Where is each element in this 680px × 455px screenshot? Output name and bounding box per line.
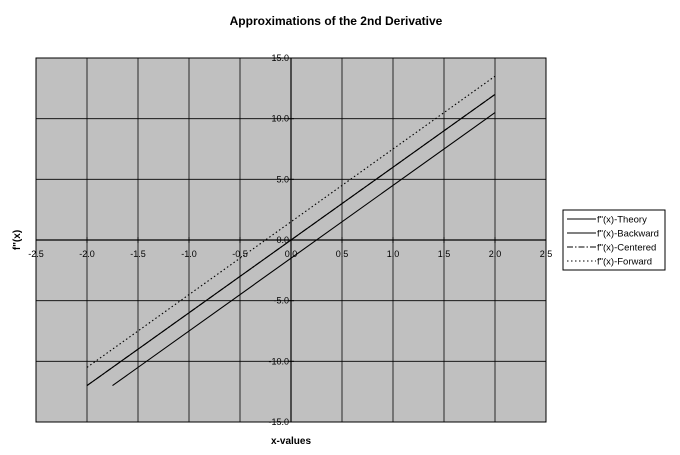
- series-line-2: [86, 93, 496, 387]
- y-tick-label: -5.0: [273, 296, 289, 306]
- y-tick-label: 0.0: [276, 235, 289, 245]
- x-tick-label: -1.5: [130, 249, 146, 259]
- legend-label-2: f"(x)-Centered: [597, 243, 656, 254]
- legend-label-1: f"(x)-Backward: [597, 229, 659, 240]
- x-tick-label: 2.0: [489, 249, 502, 259]
- series-lines: [86, 75, 496, 387]
- series-line-1: [112, 112, 496, 387]
- legend-label-3: f"(x)-Forward: [597, 257, 652, 268]
- y-tick-label: 10.0: [271, 114, 289, 124]
- x-tick-label: 1.0: [387, 249, 400, 259]
- y-tick-label: -15.0: [268, 417, 289, 427]
- legend-box: [562, 209, 666, 271]
- x-tick-label: -2.5: [28, 249, 44, 259]
- x-axis-title: x-values: [271, 436, 311, 447]
- y-tick-label: 15.0: [271, 53, 289, 63]
- y-tick-label: -10.0: [268, 356, 289, 366]
- x-tick-label: 0.5: [336, 249, 349, 259]
- tick-labels: -2.5 -2.0 -1.5 -1.0 -0.5 0.0 0.5 1.0 1.5 2.0 2.5 -1…: [28, 53, 552, 427]
- x-tick-label: -2.0: [79, 249, 95, 259]
- y-tick-label: 5.0: [276, 174, 289, 184]
- x-tick-label: 0.0: [285, 249, 298, 259]
- y-axis-title: f"(x): [12, 230, 23, 250]
- x-tick-label: 1.5: [438, 249, 451, 259]
- x-tick-label: 2.5: [540, 249, 553, 259]
- legend: f"(x)-Theory f"(x)-Backward f"(x)-Centered…: [562, 209, 666, 271]
- chart-title: Approximations of the 2nd Derivative: [230, 14, 443, 28]
- x-tick-label: -1.0: [181, 249, 197, 259]
- legend-label-0: f"(x)-Theory: [597, 215, 647, 226]
- x-tick-label: -0.5: [232, 249, 248, 259]
